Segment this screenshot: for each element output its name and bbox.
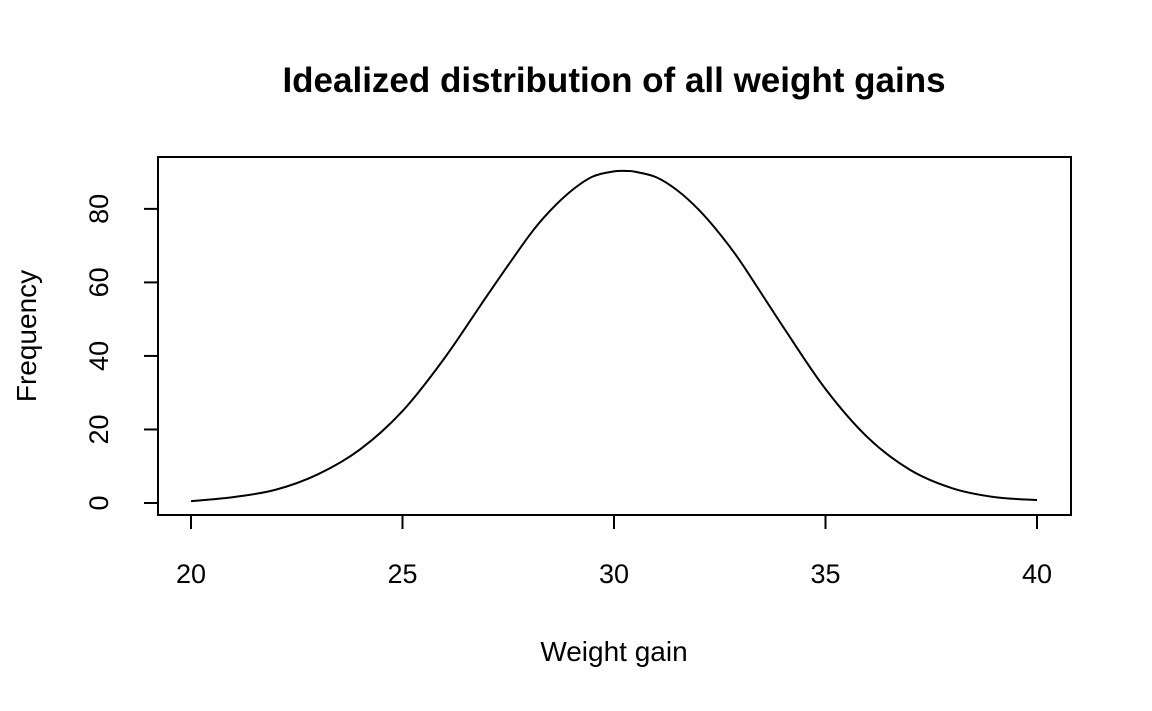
chart-title: Idealized distribution of all weight gai… <box>282 61 945 100</box>
distribution-curve <box>190 169 1038 503</box>
y-tick-label: 20 <box>84 414 114 444</box>
x-axis: 20 25 30 35 40 <box>176 514 1052 589</box>
y-axis: 0 20 40 60 80 <box>84 194 159 511</box>
x-tick-label: 40 <box>1022 559 1052 589</box>
y-tick-label: 80 <box>84 194 114 224</box>
y-axis-label: Frequency <box>11 270 42 402</box>
x-tick-label: 30 <box>599 559 629 589</box>
y-tick-label: 60 <box>84 267 114 297</box>
plot-box <box>157 156 1072 516</box>
y-tick-label: 40 <box>84 341 114 371</box>
x-tick-label: 25 <box>387 559 417 589</box>
x-axis-label: Weight gain <box>540 636 687 667</box>
x-tick-label: 20 <box>176 559 206 589</box>
y-tick-label: 0 <box>84 495 114 510</box>
x-tick-label: 35 <box>810 559 840 589</box>
